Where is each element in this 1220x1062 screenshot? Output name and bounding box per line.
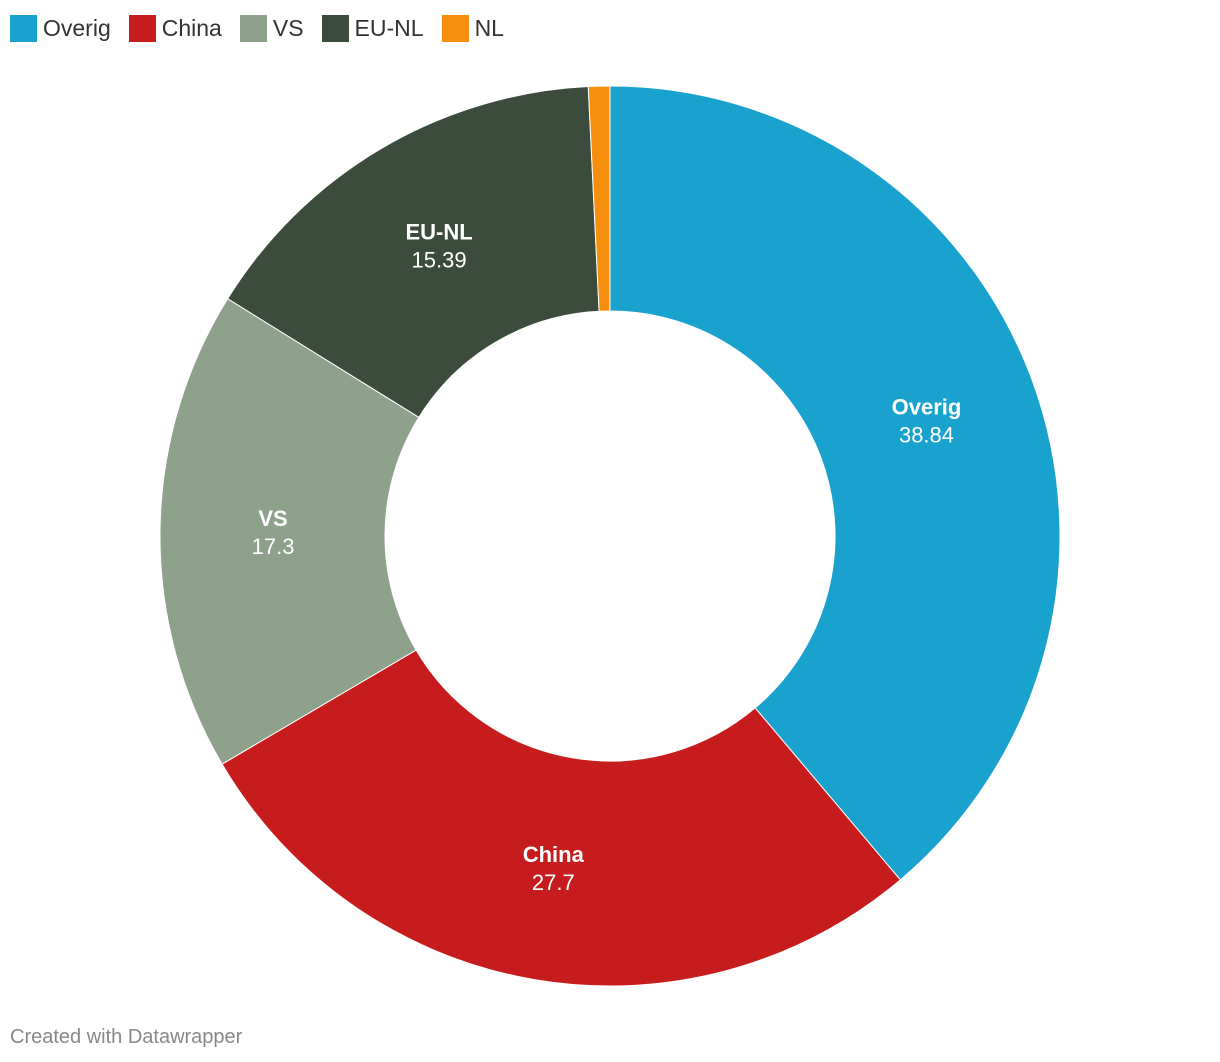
slice-value-label-china: 27.7	[532, 870, 575, 895]
slice-china	[221, 649, 902, 987]
legend-label-vs: VS	[272, 14, 304, 41]
slice-name-label-eu-nl: EU-NL	[405, 220, 472, 245]
legend-label-eu-nl: EU-NL	[354, 14, 424, 41]
slice-value-label-eu-nl: 15.39	[412, 248, 467, 273]
legend-item-china: China	[128, 14, 222, 42]
legend-swatch-vs	[239, 14, 267, 42]
slice-overig	[609, 85, 1061, 881]
slice-vs	[159, 298, 420, 765]
legend-label-nl: NL	[474, 14, 504, 41]
legend-swatch-overig	[10, 14, 37, 42]
legend-item-vs: VS	[239, 14, 304, 42]
legend-swatch-nl	[441, 14, 469, 42]
slice-nl	[587, 85, 611, 312]
legend-swatch-eu-nl	[321, 14, 349, 42]
legend-item-eu-nl: EU-NL	[321, 14, 424, 42]
slice-name-label-overig: Overig	[892, 394, 962, 419]
legend-item-overig: Overig	[10, 14, 111, 42]
slice-value-label-vs: 17.3	[252, 534, 295, 559]
slice-name-label-china: China	[523, 842, 585, 867]
credit-text: Created with Datawrapper	[10, 1026, 243, 1048]
slice-eu-nl	[226, 86, 600, 419]
legend-label-overig: Overig	[43, 14, 111, 41]
slice-name-label-vs: VS	[258, 506, 287, 531]
legend-label-china: China	[161, 14, 222, 41]
legend-swatch-china	[128, 14, 156, 42]
chart-legend: Overig China VS EU-NL NL	[10, 13, 522, 43]
legend-item-nl: NL	[441, 14, 504, 42]
slice-value-label-overig: 38.84	[899, 422, 954, 447]
